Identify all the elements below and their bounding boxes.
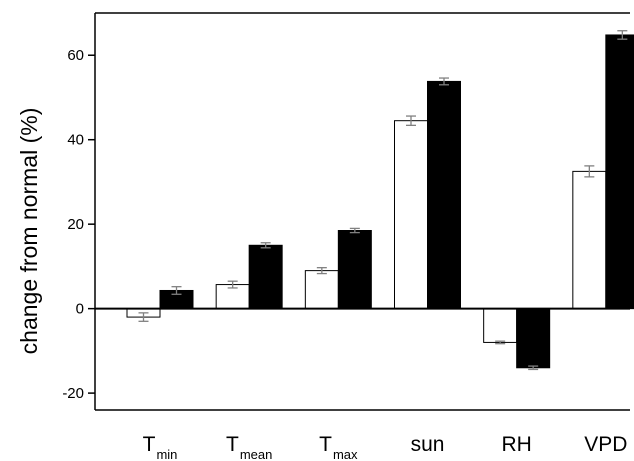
- error-bar-s2-3: [349, 227, 360, 234]
- y-axis-title: change from normal (%): [16, 108, 42, 355]
- bar-s2-6: [605, 34, 634, 310]
- plot-frame: [94, 12, 630, 411]
- error-bars: [138, 30, 628, 371]
- error-bar-s1-2: [227, 280, 238, 289]
- x-category-label: Tmax: [319, 433, 358, 461]
- error-bar-s2-4: [439, 77, 449, 86]
- error-bar-s1-3: [316, 267, 327, 275]
- bar-s2-2: [248, 244, 283, 310]
- bar-s1-4: [394, 120, 428, 310]
- x-category-label: sun: [411, 433, 445, 456]
- y-tick-label: 40: [67, 132, 84, 149]
- error-bar-s2-5: [528, 365, 539, 371]
- error-bar-s2-2: [260, 242, 271, 249]
- bar-s2-3: [337, 230, 372, 310]
- bar-s2-5: [516, 308, 551, 369]
- error-bar-s1-1: [138, 312, 149, 322]
- bar-s1-6: [572, 170, 607, 310]
- bars: [126, 34, 634, 369]
- error-bar-s1-6: [584, 165, 595, 178]
- error-bar-s2-6: [617, 30, 628, 40]
- error-bar-s1-4: [406, 115, 416, 126]
- x-category-label: RH: [501, 433, 531, 456]
- y-axis: -20 0 20 40 60: [62, 47, 95, 402]
- y-tick-label: 20: [67, 216, 84, 233]
- error-bar-s1-5: [495, 340, 506, 345]
- bar-s1-5: [483, 308, 518, 343]
- bar-s2-4: [427, 80, 461, 310]
- y-tick-label: 60: [67, 47, 84, 64]
- y-tick-label: 0: [76, 301, 84, 318]
- x-category-label: Tmean: [226, 433, 272, 461]
- bar-s1-3: [304, 270, 339, 310]
- x-category-label: Tmin: [143, 433, 178, 461]
- x-category-label: VPD: [584, 433, 627, 456]
- error-bar-s2-1: [171, 286, 182, 295]
- x-axis-labels: Tmin Tmean Tmax sun RH VPD: [143, 433, 628, 461]
- y-tick-label: -20: [62, 385, 84, 402]
